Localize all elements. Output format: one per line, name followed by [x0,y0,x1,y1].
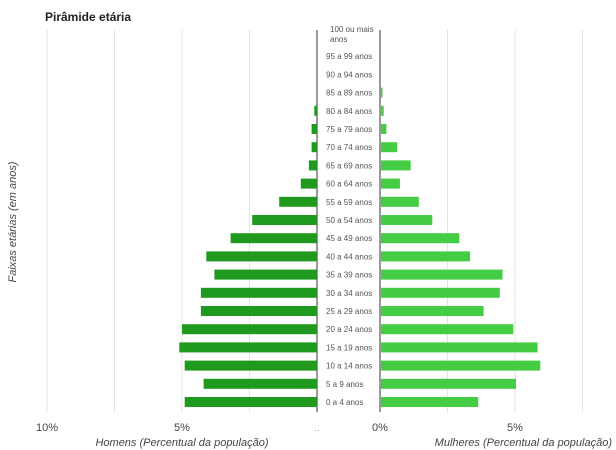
bar-men-0 [184,397,317,407]
bar-men-9 [230,233,317,244]
category-label: 75 a 79 anos [326,125,372,134]
tick-label: .. [314,423,319,433]
bar-men-14 [311,142,317,153]
bar-women-12 [381,178,400,189]
category-label: 80 a 84 anos [326,107,372,116]
category-label: 95 a 99 anos [326,52,372,61]
bar-women-6 [381,287,500,298]
bar-women-9 [381,233,460,244]
bar-women-10 [381,215,433,225]
bar-women-0 [381,397,479,407]
bar-men-15 [311,124,317,134]
category-label: 0 a 4 anos [326,398,363,407]
category-label: anos [330,35,347,44]
category-label: 10 a 14 anos [326,362,372,371]
category-label: 85 a 89 anos [326,89,372,98]
category-label: 40 a 44 anos [326,252,372,261]
category-label: 25 a 29 anos [326,307,372,316]
category-label: 100 ou mais [330,25,374,34]
bar-women-7 [381,269,503,280]
bar-men-8 [206,251,317,262]
category-label: 20 a 24 anos [326,325,372,334]
category-label: 60 a 64 anos [326,180,372,189]
category-label: 70 a 74 anos [326,143,372,152]
bar-men-2 [184,360,317,371]
tick-label: 5% [507,422,523,434]
bar-men-5 [200,306,317,316]
bar-men-4 [182,324,317,335]
bar-men-7 [214,269,317,280]
category-label: 5 a 9 anos [326,380,363,389]
bar-women-17 [381,87,383,98]
bar-men-16 [314,105,317,116]
category-label: 35 a 39 anos [326,271,372,280]
right-axis-title: Mulheres (Percentual da população) [435,437,613,449]
category-label: 65 a 69 anos [326,161,372,170]
category-label: 30 a 34 anos [326,289,372,298]
category-label: 45 a 49 anos [326,234,372,243]
tick-label: 0% [372,422,388,434]
bar-women-14 [381,142,398,153]
bar-men-6 [200,287,317,298]
bar-women-5 [381,306,484,316]
bar-women-3 [381,342,538,353]
bar-men-10 [252,215,317,225]
category-label: 55 a 59 anos [326,198,372,207]
bar-men-13 [308,160,317,171]
left-axis-title: Homens (Percentual da população) [95,437,268,449]
tick-label: 5% [174,422,190,434]
category-label: 50 a 54 anos [326,216,372,225]
bar-women-4 [381,324,514,335]
chart-title: Pirâmide etária [45,10,132,24]
bar-women-2 [381,360,541,371]
bar-women-13 [381,160,411,171]
bar-men-11 [279,196,317,207]
bar-women-11 [381,196,419,207]
bar-men-1 [203,378,317,389]
bar-women-16 [381,105,384,116]
bar-men-12 [300,178,317,189]
bar-women-8 [381,251,471,262]
bar-women-15 [381,124,387,134]
bar-women-1 [381,378,516,389]
tick-label: 10% [36,422,58,434]
bar-men-3 [179,342,317,353]
category-label: 90 a 94 anos [326,70,372,79]
category-label: 15 a 19 anos [326,343,372,352]
